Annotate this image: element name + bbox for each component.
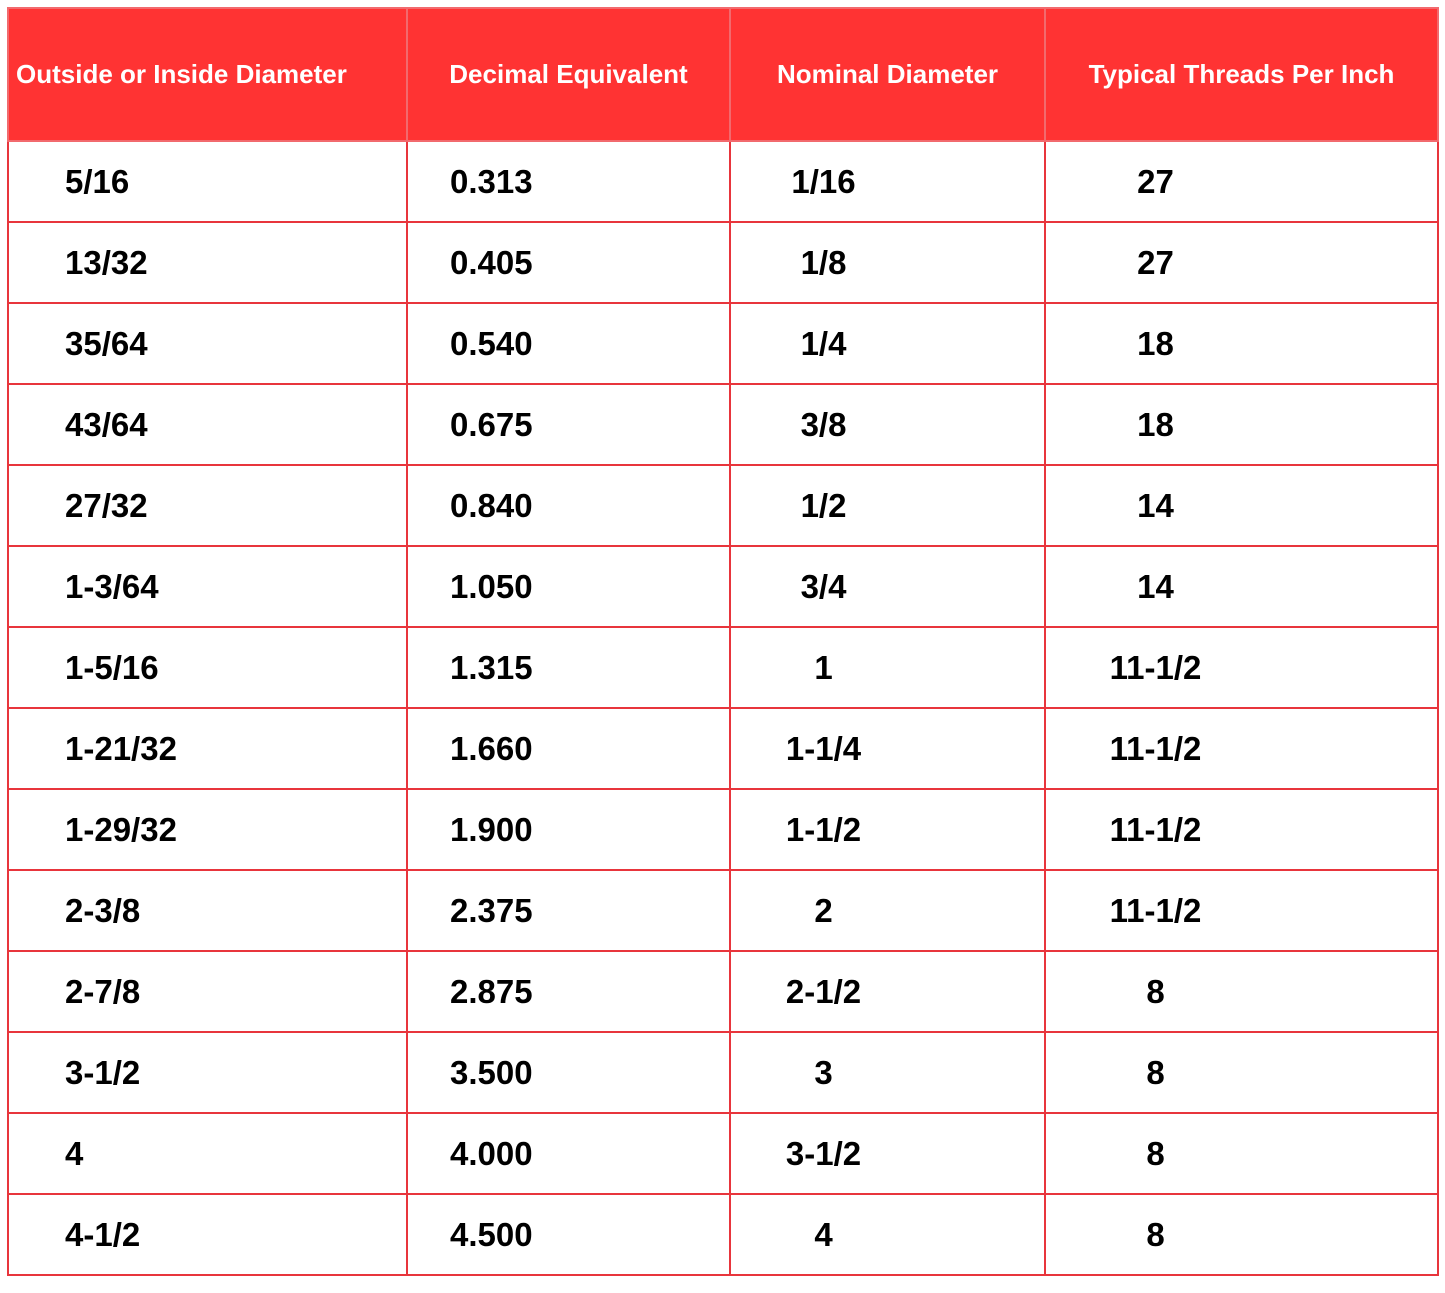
table-cell: 2.375	[406, 869, 731, 952]
table-row: 2-3/8 2.375 2 11-1/2	[7, 869, 1439, 952]
table-cell: 0.840	[406, 464, 731, 547]
table-cell: 3/4	[729, 545, 1046, 628]
table-cell: 1-1/4	[729, 707, 1046, 790]
table-row: 13/32 0.405 1/8 27	[7, 221, 1439, 304]
table-cell: 1-1/2	[729, 788, 1046, 871]
table-cell: 1.900	[406, 788, 731, 871]
table-cell: 11-1/2	[1044, 707, 1439, 790]
header-cell: Outside or Inside Diameter	[7, 7, 408, 142]
table-cell: 8	[1044, 1031, 1439, 1114]
header-cell: Typical Threads Per Inch	[1044, 7, 1439, 142]
table-cell: 4	[729, 1193, 1046, 1276]
table-row: 43/64 0.675 3/8 18	[7, 383, 1439, 466]
table-cell: 1-5/16	[7, 626, 408, 709]
table-row: 1-5/16 1.315 1 11-1/2	[7, 626, 1439, 709]
table-row: 1-29/32 1.900 1-1/2 11-1/2	[7, 788, 1439, 871]
table-cell: 1/4	[729, 302, 1046, 385]
table-cell: 1.660	[406, 707, 731, 790]
header-cell: Decimal Equivalent	[406, 7, 731, 142]
table-cell: 1.315	[406, 626, 731, 709]
table-cell: 3	[729, 1031, 1046, 1114]
table-cell: 35/64	[7, 302, 408, 385]
table-cell: 4-1/2	[7, 1193, 408, 1276]
table-cell: 4.500	[406, 1193, 731, 1276]
table-cell: 1-29/32	[7, 788, 408, 871]
table-cell: 1.050	[406, 545, 731, 628]
table-cell: 1-21/32	[7, 707, 408, 790]
table-cell: 3/8	[729, 383, 1046, 466]
table-cell: 11-1/2	[1044, 788, 1439, 871]
table-cell: 27/32	[7, 464, 408, 547]
table-cell: 3.500	[406, 1031, 731, 1114]
header-cell: Nominal Diameter	[729, 7, 1046, 142]
table-cell: 1/16	[729, 140, 1046, 223]
table-cell: 1/2	[729, 464, 1046, 547]
table-cell: 18	[1044, 383, 1439, 466]
table-cell: 0.675	[406, 383, 731, 466]
table-cell: 4.000	[406, 1112, 731, 1195]
table-row: 35/64 0.540 1/4 18	[7, 302, 1439, 385]
table-cell: 13/32	[7, 221, 408, 304]
table-cell: 1-3/64	[7, 545, 408, 628]
table-cell: 3-1/2	[729, 1112, 1046, 1195]
table-cell: 27	[1044, 221, 1439, 304]
table-cell: 14	[1044, 545, 1439, 628]
table-cell: 8	[1044, 950, 1439, 1033]
table-cell: 27	[1044, 140, 1439, 223]
table-row: 3-1/2 3.500 3 8	[7, 1031, 1439, 1114]
table-cell: 1	[729, 626, 1046, 709]
table-cell: 0.405	[406, 221, 731, 304]
table-cell: 11-1/2	[1044, 869, 1439, 952]
table-cell: 2	[729, 869, 1046, 952]
table-cell: 2-7/8	[7, 950, 408, 1033]
table-cell: 0.540	[406, 302, 731, 385]
table-cell: 18	[1044, 302, 1439, 385]
table-cell: 14	[1044, 464, 1439, 547]
header-row: Outside or Inside Diameter Decimal Equiva…	[7, 7, 1439, 142]
table-row: 1-21/32 1.660 1-1/4 11-1/2	[7, 707, 1439, 790]
table-cell: 8	[1044, 1193, 1439, 1276]
table-cell: 1/8	[729, 221, 1046, 304]
table-cell: 2-1/2	[729, 950, 1046, 1033]
table-cell: 0.313	[406, 140, 731, 223]
table-cell: 2-3/8	[7, 869, 408, 952]
table-cell: 3-1/2	[7, 1031, 408, 1114]
table-cell: 2.875	[406, 950, 731, 1033]
thread-table: Outside or Inside Diameter Decimal Equiva…	[7, 7, 1439, 1276]
table-row: 1-3/64 1.050 3/4 14	[7, 545, 1439, 628]
table-row: 4 4.000 3-1/2 8	[7, 1112, 1439, 1195]
table-cell: 8	[1044, 1112, 1439, 1195]
table-row: 4-1/2 4.500 4 8	[7, 1193, 1439, 1276]
table-row: 27/32 0.840 1/2 14	[7, 464, 1439, 547]
table-body: 5/16 0.313 1/16 27 13/32 0.405 1/8 27 35/64 0.540…	[7, 140, 1439, 1276]
table-row: 2-7/8 2.875 2-1/2 8	[7, 950, 1439, 1033]
table-cell: 5/16	[7, 140, 408, 223]
table-cell: 4	[7, 1112, 408, 1195]
table-cell: 43/64	[7, 383, 408, 466]
table-row: 5/16 0.313 1/16 27	[7, 140, 1439, 223]
table-cell: 11-1/2	[1044, 626, 1439, 709]
